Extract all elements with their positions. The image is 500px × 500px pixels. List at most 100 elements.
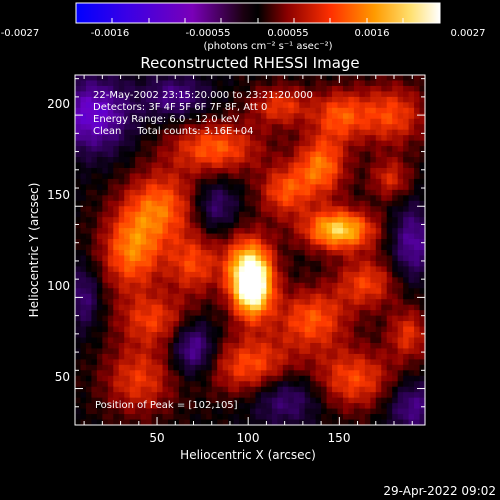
heatmap-cell	[107, 140, 114, 147]
heatmap-cell	[129, 260, 136, 268]
heatmap-cell	[419, 310, 426, 317]
heatmap-cell	[386, 381, 393, 388]
heatmap-cell	[113, 375, 120, 382]
heatmap-cell	[282, 348, 289, 355]
heatmap-cell	[419, 206, 426, 213]
heatmap-cell	[299, 167, 306, 175]
heatmap-cell	[75, 124, 82, 131]
heatmap-cell	[364, 167, 371, 175]
heatmap-cell	[162, 386, 169, 393]
heatmap-cell	[102, 167, 109, 175]
heatmap-cell	[348, 157, 355, 164]
heatmap-cell	[85, 348, 93, 355]
heatmap-cell	[299, 113, 306, 120]
colorbar-tick-label-5: 0.0027	[451, 28, 486, 39]
heatmap-cell	[195, 178, 202, 185]
heatmap-cell	[282, 118, 289, 125]
heatmap-cell	[118, 419, 125, 426]
heatmap-cell	[244, 414, 251, 421]
heatmap-cell	[118, 250, 125, 257]
heatmap-cell	[381, 80, 388, 87]
heatmap-cell	[250, 266, 257, 273]
heatmap-cell	[293, 135, 300, 142]
heatmap-cell	[310, 184, 317, 191]
heatmap-cell	[255, 359, 262, 366]
heatmap-cell	[255, 173, 262, 180]
heatmap-cell	[75, 397, 82, 404]
heatmap-cell	[326, 348, 333, 355]
heatmap-cell	[250, 107, 257, 114]
heatmap-cell	[419, 239, 426, 246]
heatmap-cell	[167, 414, 175, 421]
heatmap-cell	[288, 386, 295, 393]
heatmap-cell	[244, 370, 251, 377]
heatmap-cell	[255, 140, 262, 147]
heatmap-cell	[244, 326, 251, 333]
heatmap-cell	[375, 271, 382, 278]
heatmap-cell	[304, 397, 311, 404]
heatmap-cell	[342, 113, 350, 120]
heatmap-cell	[173, 310, 180, 317]
heatmap-cell	[184, 403, 191, 410]
heatmap-cell	[189, 162, 196, 169]
heatmap-cell	[135, 326, 142, 333]
heatmap-cell	[342, 173, 350, 180]
heatmap-cell	[299, 260, 306, 268]
heatmap-cell	[129, 162, 136, 169]
heatmap-cell	[321, 375, 328, 382]
heatmap-cell	[102, 135, 109, 142]
heatmap-cell	[392, 239, 399, 246]
heatmap-cell	[211, 85, 218, 93]
heatmap-cell	[239, 200, 246, 207]
heatmap-cell	[332, 102, 339, 109]
heatmap-cell	[157, 299, 164, 306]
heatmap-cell	[173, 271, 180, 278]
heatmap-cell	[342, 239, 350, 246]
heatmap-cell	[244, 359, 251, 366]
heatmap-cell	[233, 200, 240, 207]
heatmap-cell	[271, 167, 278, 175]
heatmap-cell	[189, 414, 196, 421]
heatmap-cell	[353, 173, 360, 180]
heatmap-cell	[233, 107, 240, 114]
heatmap-cell	[135, 129, 142, 136]
heatmap-cell	[189, 206, 196, 213]
heatmap-cell	[414, 299, 421, 306]
heatmap-cell	[326, 304, 333, 311]
heatmap-cell	[195, 315, 202, 322]
heatmap-cell	[375, 140, 382, 147]
heatmap-cell	[146, 370, 153, 377]
heatmap-cell	[124, 348, 131, 355]
heatmap-cell	[178, 277, 185, 284]
heatmap-cell	[403, 239, 410, 246]
heatmap-cell	[381, 419, 388, 426]
heatmap-cell	[200, 315, 207, 322]
heatmap-cell	[140, 162, 147, 169]
heatmap-cell	[129, 266, 136, 273]
heatmap-cell	[304, 195, 311, 202]
heatmap-cell	[353, 195, 360, 202]
heatmap-cell	[184, 293, 191, 300]
heatmap-cell	[184, 91, 191, 98]
heatmap-cell	[107, 288, 114, 295]
heatmap-cell	[255, 255, 262, 262]
heatmap-cell	[217, 135, 224, 142]
heatmap-cell	[124, 151, 131, 158]
heatmap-cell	[135, 348, 142, 355]
heatmap-cell	[113, 255, 120, 262]
heatmap-cell	[107, 348, 114, 355]
heatmap-cell	[392, 321, 399, 328]
heatmap-cell	[397, 228, 404, 235]
heatmap-cell	[200, 140, 207, 147]
heatmap-cell	[80, 370, 87, 377]
heatmap-cell	[381, 184, 388, 191]
heatmap-cell	[151, 118, 158, 125]
heatmap-cell	[364, 288, 371, 295]
heatmap-cell	[107, 91, 114, 98]
heatmap-cell	[381, 277, 388, 284]
heatmap-cell	[321, 118, 328, 125]
heatmap-cell	[184, 228, 191, 235]
heatmap-cell	[381, 239, 388, 246]
heatmap-cell	[157, 195, 164, 202]
heatmap-cell	[304, 222, 311, 229]
